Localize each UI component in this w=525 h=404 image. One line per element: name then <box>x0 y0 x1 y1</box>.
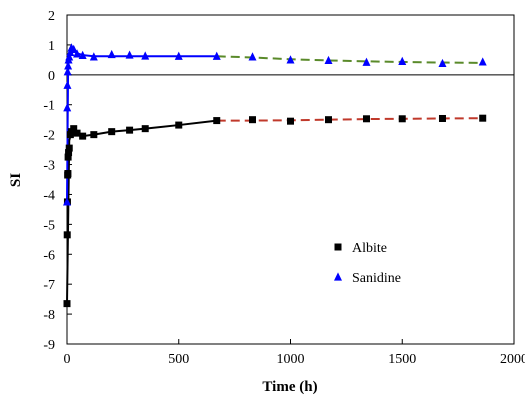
legend-label-sanidine: Sanidine <box>352 271 401 286</box>
y-tick-label: -6 <box>43 248 55 263</box>
x-tick-label: 2000 <box>500 352 525 367</box>
albite-point <box>65 149 73 157</box>
albite-point <box>64 153 72 161</box>
sanidine-point <box>63 197 71 206</box>
sanidine-point <box>89 52 98 61</box>
albite-point <box>398 115 406 123</box>
albite-point <box>141 125 149 133</box>
sanidine-point <box>248 52 257 61</box>
sanidine-point <box>478 57 487 66</box>
albite-point <box>362 115 370 123</box>
y-tick-label: -1 <box>43 99 55 114</box>
y-tick-label: 2 <box>48 9 55 24</box>
sanidine-point <box>73 49 82 58</box>
albite-point <box>324 116 332 124</box>
albite-point <box>438 114 446 122</box>
albite-point <box>65 144 73 152</box>
sanidine-point <box>78 50 87 59</box>
x-tick-label: 500 <box>168 352 189 367</box>
albite-point <box>287 117 294 125</box>
legend-marker-albite <box>334 243 342 251</box>
sanidine-point <box>212 51 221 60</box>
sanidine-point <box>286 55 295 64</box>
sanidine-point <box>63 103 72 112</box>
sanidine-point <box>398 56 407 65</box>
sanidine-point <box>174 51 183 60</box>
y-tick-label: -4 <box>43 188 55 203</box>
plot-area <box>66 14 515 345</box>
albite-point <box>213 117 221 125</box>
sanidine-point <box>63 67 72 76</box>
y-tick-label: -2 <box>43 129 55 144</box>
y-tick-label: -9 <box>43 338 55 353</box>
albite-point <box>479 114 487 122</box>
legend-marker-sanidine <box>334 272 342 281</box>
sanidine-point <box>362 57 371 66</box>
y-tick-label: -8 <box>43 308 55 323</box>
albite-point <box>90 131 98 139</box>
sanidine-point <box>125 50 134 59</box>
y-tick-label: -7 <box>43 278 55 293</box>
sanidine-point <box>141 51 150 60</box>
y-tick-label: 0 <box>48 69 55 84</box>
albite-point <box>70 125 78 133</box>
albite-point <box>73 129 81 137</box>
albite-point <box>249 116 257 124</box>
albite-point <box>63 231 71 239</box>
sanidine-point <box>64 61 73 70</box>
y-tick-label: -3 <box>43 159 55 174</box>
sanidine-point <box>107 49 116 59</box>
albite-point <box>79 132 87 140</box>
trend-line <box>216 55 483 64</box>
x-tick-label: 0 <box>64 352 71 367</box>
albite-point <box>108 128 116 136</box>
legend-label-albite: Albite <box>352 241 387 256</box>
x-tick-label: 1500 <box>388 352 416 367</box>
y-tick-label: 1 <box>48 39 55 54</box>
albite-point <box>126 126 134 134</box>
sanidine-point <box>65 52 74 61</box>
sanidine-point <box>438 58 447 68</box>
x-axis-title: Time (h) <box>262 379 317 395</box>
y-tick-label: -5 <box>43 218 55 233</box>
sanidine-point <box>63 80 72 89</box>
sanidine-point <box>69 44 78 53</box>
albite-point <box>175 121 183 129</box>
albite-point <box>64 170 72 178</box>
sanidine-point <box>324 55 333 65</box>
x-tick-label: 1000 <box>277 352 305 367</box>
y-axis-title: SI <box>8 173 24 187</box>
albite-point <box>63 300 71 308</box>
trend-line <box>216 117 483 122</box>
